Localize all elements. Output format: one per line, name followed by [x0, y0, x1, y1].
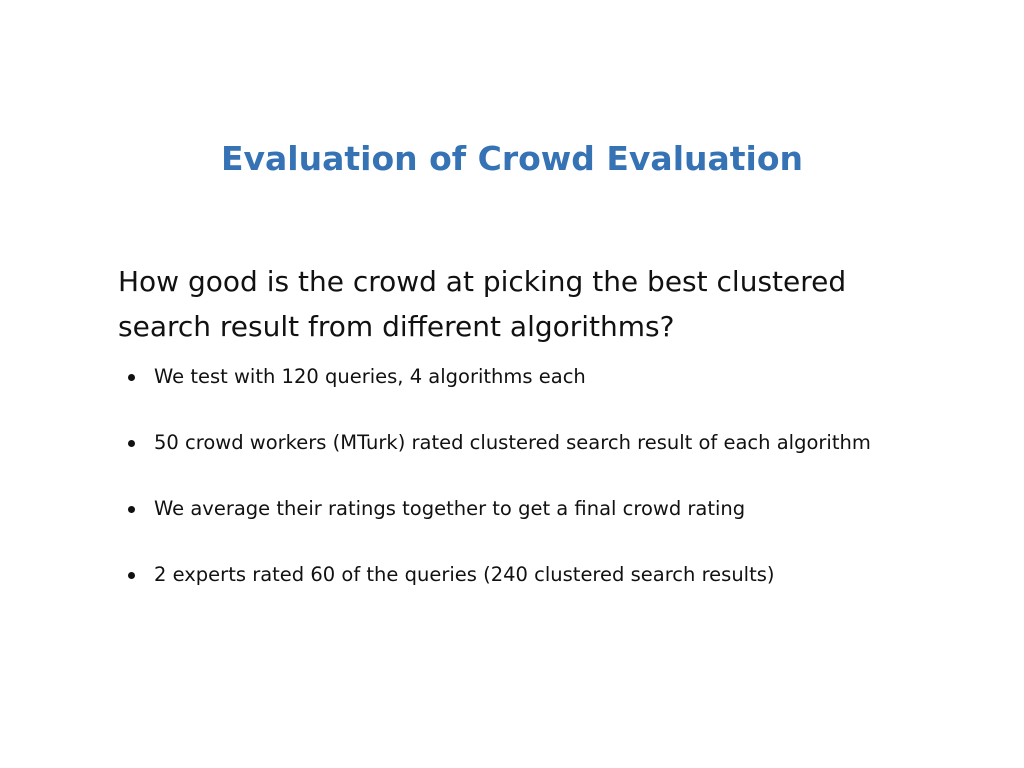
bullet-text: We test with 120 queries, 4 algorithms e…: [154, 365, 586, 388]
bullet-text: We average their ratings together to get…: [154, 497, 746, 520]
slide-title: Evaluation of Crowd Evaluation: [220, 139, 804, 178]
bullet-item: We average their ratings together to get…: [128, 494, 1008, 560]
bullet-text: 50 crowd workers (MTurk) rated clustered…: [154, 431, 871, 454]
bullet-item: We test with 120 queries, 4 algorithms e…: [128, 362, 1008, 428]
bullet-item: 2 experts rated 60 of the queries (240 c…: [128, 560, 1008, 626]
bullet-text: 2 experts rated 60 of the queries (240 c…: [154, 563, 775, 586]
bullet-dot-icon: [128, 440, 135, 447]
question-text: How good is the crowd at picking the bes…: [118, 265, 847, 343]
bullet-dot-icon: [128, 506, 135, 513]
bullet-dot-icon: [128, 572, 135, 579]
bullet-dot-icon: [128, 374, 135, 381]
bullet-item: 50 crowd workers (MTurk) rated clustered…: [128, 428, 1008, 494]
bullet-list: We test with 120 queries, 4 algorithms e…: [128, 362, 1008, 626]
